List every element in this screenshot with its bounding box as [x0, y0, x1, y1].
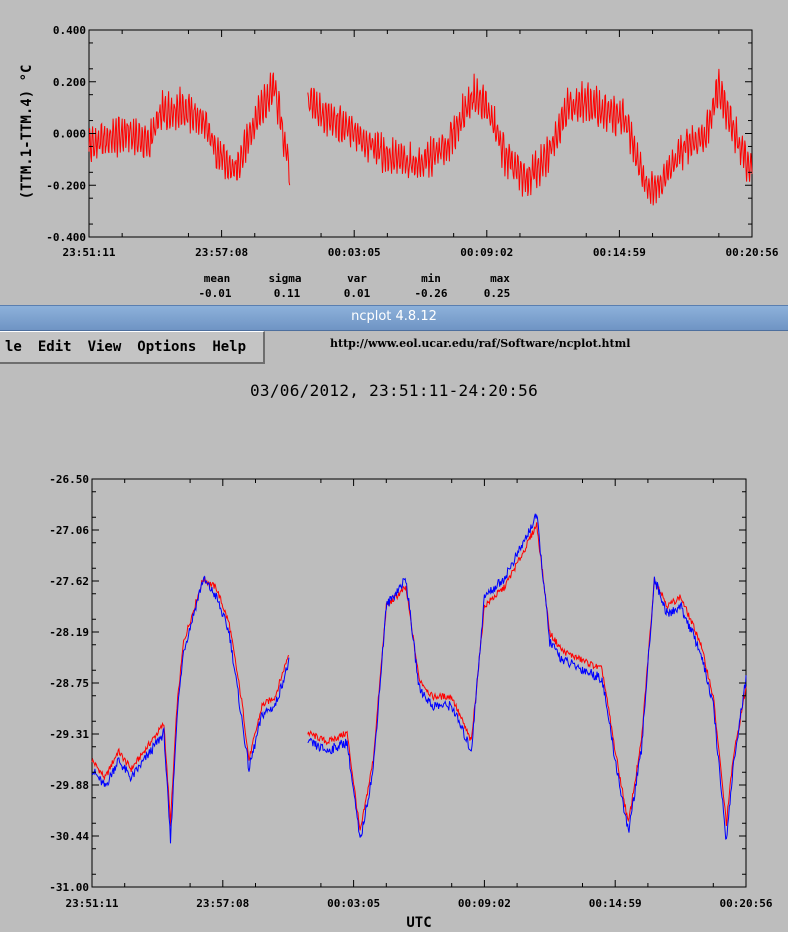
x-tick-label: 23:57:08 — [196, 897, 249, 910]
chart-temperature-difference: 0.400 0.200 0.000 -0.200 -0.400 23:51:11 23:5… — [19, 24, 779, 259]
x-tick-label: 00:03:05 — [327, 897, 380, 910]
stat-value-var: 0.01 — [343, 287, 371, 300]
x-tick-label: 00:20:56 — [720, 897, 773, 910]
series-line-0 — [88, 68, 753, 206]
x-tick-label: 23:51:11 — [63, 246, 116, 259]
menu-file[interactable]: le — [5, 339, 22, 355]
x-tick-label: 23:57:08 — [195, 246, 248, 259]
menu-options[interactable]: Options — [137, 339, 197, 355]
stat-value-max: 0.25 — [483, 287, 511, 300]
stat-label-mean: mean — [203, 272, 231, 285]
y-tick-label: -27.62 — [49, 575, 89, 588]
x-axis-label: UTC — [406, 915, 431, 931]
y-tick-label: -29.88 — [49, 779, 89, 792]
menu-help[interactable]: Help — [212, 339, 247, 355]
series-line-0 — [91, 522, 747, 831]
y-tick-label: -28.19 — [49, 626, 89, 639]
y-tick-label: 0.200 — [53, 76, 86, 89]
plot-date-title: 03/06/2012, 23:51:11-24:20:56 — [249, 381, 539, 400]
menu-bar: le Edit View Options Help — [0, 331, 265, 364]
y-tick-label: 0.000 — [53, 128, 86, 141]
stat-value-mean: -0.01 — [198, 287, 232, 300]
x-tick-label: 00:09:02 — [460, 246, 513, 259]
y-tick-label: -0.400 — [46, 231, 86, 244]
y-axis-label: (TTM.1-TTM.4) °C — [19, 65, 35, 200]
stat-value-sigma: 0.11 — [273, 287, 301, 300]
plot-frame — [88, 29, 753, 238]
stat-label-var: var — [347, 272, 367, 285]
series-line-1 — [91, 513, 747, 844]
software-url: http://www.eol.ucar.edu/raf/Software/ncp… — [330, 337, 631, 350]
stat-label-sigma: sigma — [268, 272, 302, 285]
window-titlebar[interactable]: ncplot 4.8.12 — [0, 305, 788, 331]
x-tick-label: 00:14:59 — [589, 897, 642, 910]
y-tick-label: -30.44 — [49, 830, 89, 843]
menu-edit[interactable]: Edit — [37, 339, 72, 355]
x-tick-label: 00:14:59 — [593, 246, 646, 259]
y-tick-label: 0.400 — [53, 24, 86, 37]
stat-label-min: min — [421, 272, 441, 285]
y-tick-label: -31.00 — [49, 881, 89, 894]
chart-temperature: -26.50 -27.06 -27.62 -28.19 -28.75 -29.31 -29.… — [49, 473, 773, 931]
y-tick-label: -28.75 — [49, 677, 89, 690]
x-tick-label: 00:09:02 — [458, 897, 511, 910]
y-tick-label: -0.200 — [46, 179, 86, 192]
x-tick-label: 00:03:05 — [328, 246, 381, 259]
window-title: ncplot 4.8.12 — [351, 309, 437, 324]
y-tick-label: -26.50 — [49, 473, 89, 486]
stat-label-max: max — [490, 272, 510, 285]
x-tick-label: 00:20:56 — [726, 246, 779, 259]
stat-value-min: -0.26 — [414, 287, 448, 300]
x-tick-label: 23:51:11 — [66, 897, 119, 910]
menu-view[interactable]: View — [87, 339, 122, 355]
y-tick-label: -27.06 — [49, 524, 89, 537]
y-tick-label: -29.31 — [49, 728, 89, 741]
